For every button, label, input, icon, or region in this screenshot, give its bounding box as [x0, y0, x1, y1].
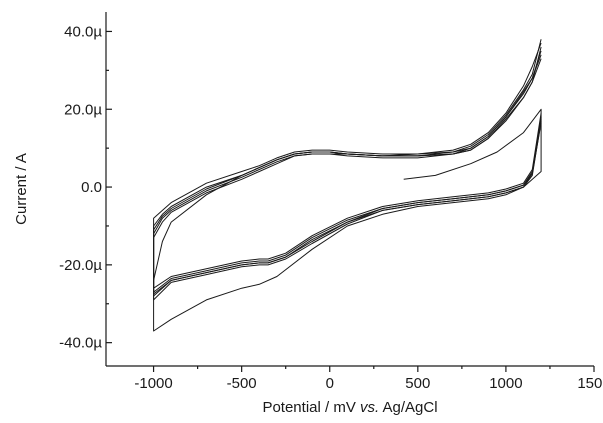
- x-axis-title-tail: Ag/AgCl: [379, 399, 437, 416]
- y-ticks: 40.0µ 20.0µ 0.0 -20.0µ -40.0µ: [59, 23, 112, 352]
- x-tick-label: -500: [227, 375, 257, 392]
- cv-scan-2: [153, 54, 542, 297]
- y-tick-label: 40.0µ: [64, 23, 102, 40]
- y-axis: 40.0µ 20.0µ 0.0 -20.0µ -40.0µ: [59, 12, 112, 366]
- x-ticks: -1000 -500 0 500 1000 1500: [134, 366, 603, 392]
- y-tick-label: 0.0: [81, 179, 102, 196]
- y-tick-label: -20.0µ: [59, 257, 102, 274]
- x-tick-label: 500: [405, 375, 430, 392]
- cv-scan-3: [153, 46, 542, 293]
- x-axis-title-italic: vs.: [360, 399, 379, 416]
- x-tick-label: 1000: [489, 375, 522, 392]
- y-axis-title: Current / A: [13, 153, 30, 225]
- x-axis-title: Potential / mV vs. Ag/AgCl: [262, 399, 437, 416]
- x-tick-label: -1000: [134, 375, 172, 392]
- x-axis-title-main: Potential / mV: [262, 399, 360, 416]
- x-tick-label: 0: [326, 375, 334, 392]
- x-tick-label: 1500: [577, 375, 603, 392]
- x-axis: -1000 -500 0 500 1000 1500: [106, 365, 603, 392]
- cv-scan-5: [153, 58, 542, 301]
- y-tick-label: 20.0µ: [64, 101, 102, 118]
- plot-series: [153, 39, 542, 332]
- y-tick-label: -40.0µ: [59, 335, 102, 352]
- cv-scan-6: [153, 50, 542, 295]
- cv-scan-1: [153, 42, 542, 332]
- cv-scan-4: [153, 39, 542, 289]
